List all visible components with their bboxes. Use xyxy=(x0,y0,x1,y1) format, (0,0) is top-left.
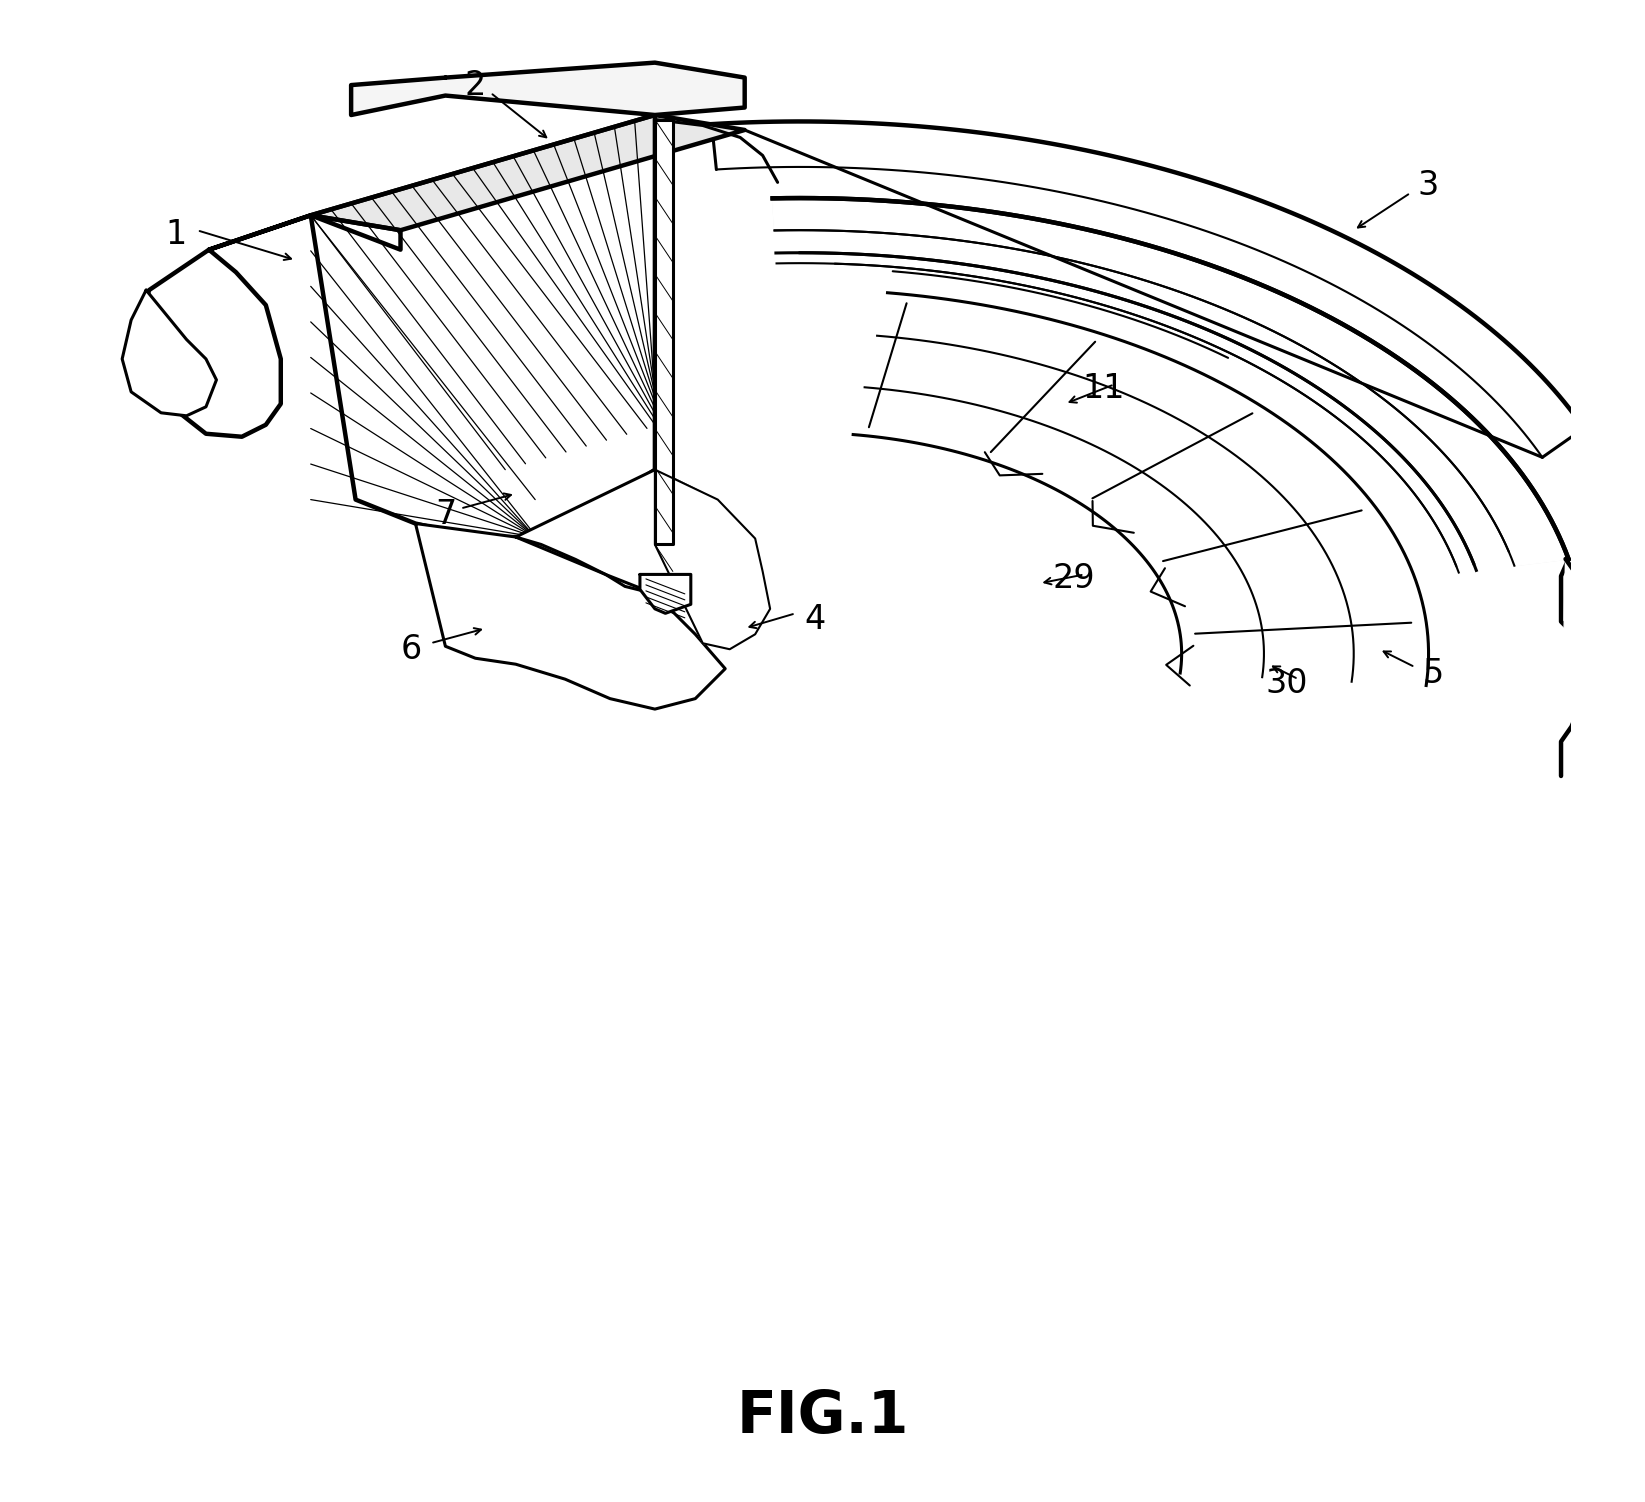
Polygon shape xyxy=(416,524,725,709)
Polygon shape xyxy=(135,215,400,437)
Text: 7: 7 xyxy=(434,499,456,532)
Text: 30: 30 xyxy=(1265,667,1308,700)
Text: 2: 2 xyxy=(464,69,485,102)
Polygon shape xyxy=(854,293,1428,685)
Polygon shape xyxy=(773,198,1569,572)
Polygon shape xyxy=(517,470,725,593)
Polygon shape xyxy=(640,574,691,613)
Polygon shape xyxy=(655,470,770,649)
Text: FIG.1: FIG.1 xyxy=(737,1388,908,1445)
Polygon shape xyxy=(1561,559,1606,777)
Polygon shape xyxy=(122,290,217,416)
Polygon shape xyxy=(941,320,1421,685)
Text: 5: 5 xyxy=(1423,656,1444,689)
Polygon shape xyxy=(311,116,745,230)
Polygon shape xyxy=(350,63,745,116)
Text: 4: 4 xyxy=(804,602,826,635)
Text: 3: 3 xyxy=(1418,168,1439,201)
Text: 6: 6 xyxy=(400,632,421,665)
Polygon shape xyxy=(655,120,673,545)
Text: 11: 11 xyxy=(1082,372,1125,406)
Text: 1: 1 xyxy=(166,218,186,251)
Polygon shape xyxy=(773,198,1569,566)
Polygon shape xyxy=(712,122,1584,457)
Text: 29: 29 xyxy=(1053,562,1096,595)
Polygon shape xyxy=(311,116,655,538)
